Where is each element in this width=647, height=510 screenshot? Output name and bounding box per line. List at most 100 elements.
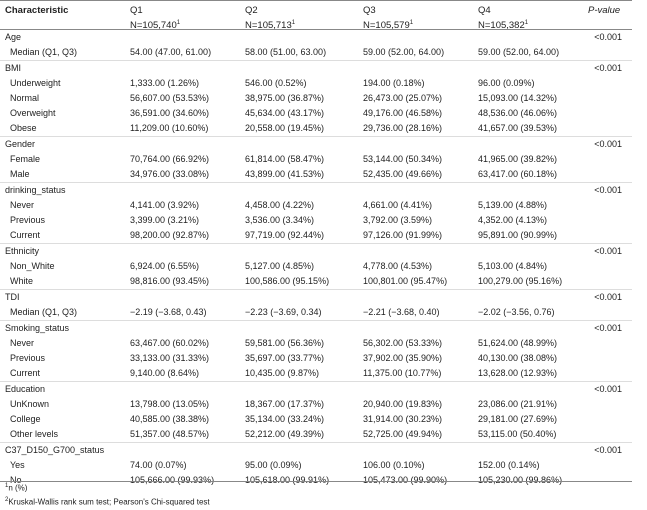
cell-q4: 29,181.00 (27.69%): [478, 414, 558, 424]
p-value: <0.001: [594, 384, 622, 394]
cell-q3: 4,778.00 (4.53%): [363, 261, 433, 271]
cell-q2: 105,618.00 (99.91%): [245, 475, 330, 485]
row-label: Yes: [10, 460, 25, 470]
p-value: <0.001: [594, 292, 622, 302]
cell-q2: 4,458.00 (4.22%): [245, 200, 315, 210]
cell-q2: 3,536.00 (3.34%): [245, 215, 315, 225]
header-n: N=105,740: [130, 20, 177, 32]
table-header: Characteristic Q1 N=105,7401 Q2 N=105,7131…: [0, 3, 632, 32]
row-label: Underweight: [10, 78, 61, 88]
cell-q2: 18,367.00 (17.37%): [245, 399, 325, 409]
row-label: Female: [10, 154, 41, 164]
cell-q2: 10,435.00 (9.87%): [245, 368, 320, 378]
cell-q3: 20,940.00 (19.83%): [363, 399, 443, 409]
cell-q2: 20,558.00 (19.45%): [245, 123, 325, 133]
cell-q4: 59.00 (52.00, 64.00): [478, 47, 560, 57]
cell-q3: 105,473.00 (99.90%): [363, 475, 448, 485]
header-label: Q1: [130, 5, 143, 16]
group-label: Age: [5, 32, 22, 42]
row-label: College: [10, 414, 41, 424]
cell-q4: 152.00 (0.14%): [478, 460, 540, 470]
row-label: Previous: [10, 353, 46, 363]
p-value: <0.001: [594, 323, 622, 333]
header-n: N=105,713: [245, 20, 292, 32]
table-row: Non_White 6,924.00 (6.55%) 5,127.00 (4.85%…: [0, 259, 632, 274]
cell-q4: 4,352.00 (4.13%): [478, 215, 548, 225]
row-label: Never: [10, 338, 35, 348]
top-rule: [0, 0, 632, 1]
cell-q4: 5,103.00 (4.84%): [478, 261, 548, 271]
table-row: Obese 11,209.00 (10.60%) 20,558.00 (19.45%…: [0, 121, 632, 136]
cell-q4: 51,624.00 (48.99%): [478, 338, 558, 348]
cell-q1: 70,764.00 (66.92%): [130, 154, 210, 164]
cell-q1: 98,200.00 (92.87%): [130, 230, 210, 240]
footnote-2: 2Kruskal-Wallis rank sum test; Pearson's…: [5, 497, 210, 507]
header-q4: Q4 N=105,3821: [478, 4, 528, 32]
group-label: TDI: [5, 292, 20, 302]
cell-q4: 41,965.00 (39.82%): [478, 154, 558, 164]
cell-q3: 52,725.00 (49.94%): [363, 429, 443, 439]
row-label: White: [10, 276, 34, 286]
group-label: C37_D150_G700_status: [5, 445, 105, 455]
header-q1: Q1 N=105,7401: [130, 4, 180, 32]
cell-q3: 100,801.00 (95.47%): [363, 276, 448, 286]
header-label: Q2: [245, 5, 258, 16]
table-row: Normal 56,607.00 (53.53%) 38,975.00 (36.87…: [0, 91, 632, 106]
group-row: TDI <0.001: [0, 289, 632, 305]
cell-q1: 34,976.00 (33.08%): [130, 169, 210, 179]
table-row: Current 9,140.00 (8.64%) 10,435.00 (9.87%)…: [0, 366, 632, 381]
p-value: <0.001: [594, 185, 622, 195]
cell-q3: 59.00 (52.00, 64.00): [363, 47, 445, 57]
p-value: <0.001: [594, 139, 622, 149]
footnote-text: n (%): [8, 483, 28, 493]
row-label: Male: [10, 169, 30, 179]
cell-q3: 52,435.00 (49.66%): [363, 169, 443, 179]
row-label: Previous: [10, 215, 46, 225]
group-label: Ethnicity: [5, 246, 40, 256]
table-row: Previous 33,133.00 (31.33%) 35,697.00 (33.…: [0, 351, 632, 366]
table-row: Overweight 36,591.00 (34.60%) 45,634.00 (4…: [0, 106, 632, 121]
table-row: Previous 3,399.00 (3.21%) 3,536.00 (3.34%)…: [0, 213, 632, 228]
cell-q1: 40,585.00 (38.38%): [130, 414, 210, 424]
header-n: N=105,382: [478, 20, 525, 32]
cell-q2: 45,634.00 (43.17%): [245, 108, 325, 118]
cell-q3: 53,144.00 (50.34%): [363, 154, 443, 164]
table-row: Current 98,200.00 (92.87%) 97,719.00 (92.4…: [0, 228, 632, 243]
cell-q1: 6,924.00 (6.55%): [130, 261, 200, 271]
table-row: UnKnown 13,798.00 (13.05%) 18,367.00 (17.3…: [0, 397, 632, 412]
cell-q1: 36,591.00 (34.60%): [130, 108, 210, 118]
table-row: Median (Q1, Q3) −2.19 (−3.68, 0.43) −2.23 …: [0, 305, 632, 320]
group-row: Smoking_status <0.001: [0, 320, 632, 336]
cell-q4: 48,536.00 (46.06%): [478, 108, 558, 118]
cell-q1: 1,333.00 (1.26%): [130, 78, 200, 88]
row-label: Current: [10, 230, 41, 240]
header-sup: 1: [176, 20, 181, 26]
cell-q2: −2.23 (−3.69, 0.34): [245, 307, 322, 317]
cell-q1: 74.00 (0.07%): [130, 460, 187, 470]
cell-q1: 33,133.00 (31.33%): [130, 353, 210, 363]
group-row: Ethnicity <0.001: [0, 243, 632, 259]
cell-q2: 52,212.00 (49.39%): [245, 429, 325, 439]
cell-q1: 4,141.00 (3.92%): [130, 200, 200, 210]
row-label: Median (Q1, Q3): [10, 307, 78, 317]
group-label: BMI: [5, 63, 22, 73]
cell-q2: 59,581.00 (56.36%): [245, 338, 325, 348]
header-rule: [0, 29, 632, 30]
cell-q1: 11,209.00 (10.60%): [130, 123, 209, 133]
row-label: Normal: [10, 93, 40, 103]
table-row: Never 63,467.00 (60.02%) 59,581.00 (56.36%…: [0, 336, 632, 351]
cell-q4: 96.00 (0.09%): [478, 78, 535, 88]
table-row: Underweight 1,333.00 (1.26%) 546.00 (0.52%…: [0, 76, 632, 91]
cell-q1: 105,666.00 (99.93%): [130, 475, 215, 485]
cell-q4: 23,086.00 (21.91%): [478, 399, 558, 409]
footnote-text: Kruskal-Wallis rank sum test; Pearson's …: [8, 497, 210, 507]
row-label: Current: [10, 368, 41, 378]
header-sup: 1: [291, 20, 296, 26]
cell-q1: 9,140.00 (8.64%): [130, 368, 200, 378]
header-n: N=105,579: [363, 20, 410, 32]
cell-q4: 63,417.00 (60.18%): [478, 169, 558, 179]
table-row: Median (Q1, Q3) 54.00 (47.00, 61.00) 58.00…: [0, 45, 632, 60]
cell-q4: −2.02 (−3.56, 0.76): [478, 307, 555, 317]
cell-q3: 194.00 (0.18%): [363, 78, 425, 88]
